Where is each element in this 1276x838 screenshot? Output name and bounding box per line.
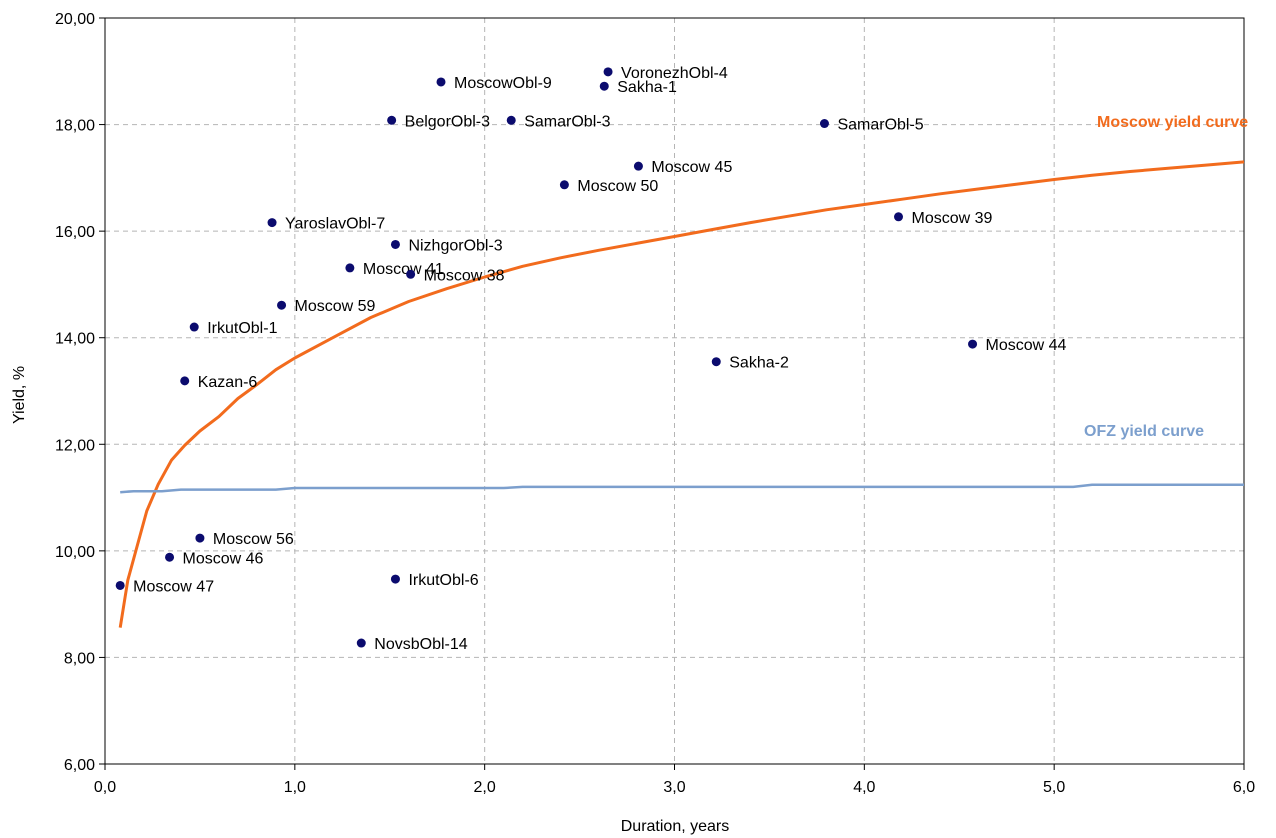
x-tick-label: 5,0: [1043, 779, 1065, 796]
y-tick-label: 20,00: [55, 11, 95, 28]
point-label: NizhgorObl-3: [408, 237, 502, 254]
point-label: IrkutObl-1: [207, 320, 277, 337]
point-label: Moscow 41: [363, 261, 444, 278]
point-label: YaroslavObl-7: [285, 216, 385, 233]
data-point: [819, 119, 829, 129]
point-label: Moscow 50: [577, 178, 658, 195]
grid-lines: [105, 18, 1244, 764]
data-point: [165, 552, 175, 562]
point-label: BelgorObl-3: [405, 113, 490, 130]
point-label: IrkutObl-6: [408, 572, 478, 589]
x-axis-ticks: 0,0 1,0 2,0 3,0 4,0 5,0 6,0: [94, 764, 1255, 796]
data-point: [968, 339, 978, 349]
data-point: [406, 269, 416, 279]
y-tick-label: 6,00: [64, 757, 95, 774]
data-point: [599, 81, 609, 91]
data-point: [387, 115, 397, 125]
data-point: [436, 77, 446, 87]
point-label: Moscow 56: [213, 531, 294, 548]
data-point: [195, 533, 205, 543]
point-label: VoronezhObl-4: [621, 65, 728, 82]
data-point: [277, 300, 287, 310]
point-label: Moscow 59: [295, 298, 376, 315]
point-label: Sakha-2: [729, 355, 789, 372]
data-point: [603, 67, 613, 77]
moscow-yield-curve-line: [118, 160, 1245, 628]
data-point: [180, 376, 190, 386]
data-point: [633, 161, 643, 171]
point-label: Moscow 45: [651, 159, 732, 176]
point-label: Kazan-6: [198, 374, 258, 391]
x-tick-label: 0,0: [94, 779, 116, 796]
x-tick-label: 1,0: [284, 779, 306, 796]
x-tick-label: 2,0: [474, 779, 496, 796]
point-label: Moscow 38: [424, 267, 505, 284]
point-label: Sakha-1: [617, 79, 677, 96]
y-tick-label: 8,00: [64, 650, 95, 667]
y-axis-label: Yield, %: [11, 366, 28, 424]
moscow-yield-curve-label: Moscow yield curve: [1097, 114, 1248, 131]
x-axis-label: Duration, years: [621, 818, 730, 835]
data-point: [390, 239, 400, 249]
point-label: Moscow 46: [183, 550, 264, 567]
point-label: Moscow 44: [986, 337, 1067, 354]
ofz-yield-curve-line: [120, 483, 1244, 494]
y-tick-label: 12,00: [55, 437, 95, 454]
ofz-yield-curve-label: OFZ yield curve: [1084, 423, 1204, 440]
y-tick-label: 18,00: [55, 118, 95, 135]
data-point: [115, 580, 125, 590]
data-point: [711, 357, 721, 367]
point-label: MoscowObl-9: [454, 75, 552, 92]
data-point: [189, 322, 199, 332]
data-point: [506, 115, 516, 125]
point-label: SamarObl-5: [837, 117, 923, 134]
point-label: NovsbObl-14: [374, 636, 467, 653]
point-label: Moscow 47: [133, 578, 214, 595]
data-point: [390, 574, 400, 584]
data-point: [356, 638, 366, 648]
y-tick-label: 14,00: [55, 331, 95, 348]
point-label: Moscow 39: [912, 210, 993, 227]
x-tick-label: 4,0: [853, 779, 875, 796]
data-point: [894, 212, 904, 222]
x-tick-label: 3,0: [663, 779, 685, 796]
data-point: [267, 218, 277, 228]
y-tick-label: 10,00: [55, 544, 95, 561]
y-tick-label: 16,00: [55, 224, 95, 241]
data-point: [345, 263, 355, 273]
point-label: SamarObl-3: [524, 113, 610, 130]
series-layer: Moscow yield curve OFZ yield curve: [118, 114, 1248, 628]
x-tick-label: 6,0: [1233, 779, 1255, 796]
y-axis-ticks: 6,00 8,00 10,00 12,00 14,00 16,00 18,00 20,00: [55, 11, 105, 774]
data-point: [559, 180, 569, 190]
